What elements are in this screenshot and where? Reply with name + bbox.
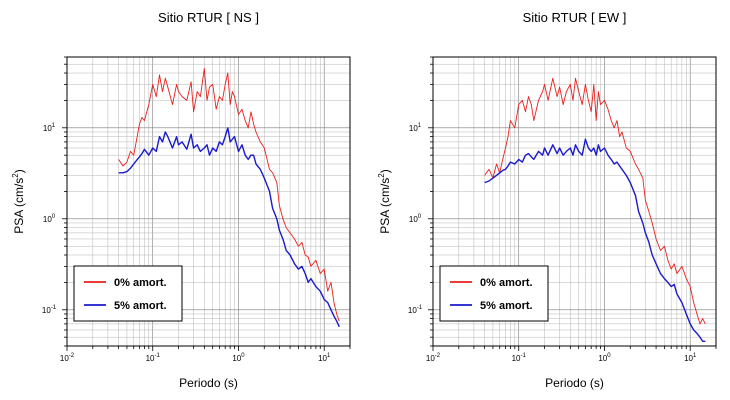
ew-y-tick-label: 100 <box>409 214 422 224</box>
ns-series-line-amort-5 <box>118 127 340 328</box>
ns-grid <box>66 56 351 347</box>
ew-legend-box <box>439 265 549 322</box>
ns-series-line-amort-0 <box>118 67 340 322</box>
ns-x-axis-label: Periodo (s) <box>179 376 238 390</box>
ns-x-tick-label: 100 <box>232 353 245 363</box>
ew-series-line-amort-5 <box>484 138 706 342</box>
ns-y-tick-label: 10-1 <box>42 305 57 315</box>
ew-legend-label: 0% amort. <box>480 277 533 289</box>
ew-chart: Sitio RTUR [ EW ] 10-2 10-1 100 101 10-1 100 10… <box>377 10 717 390</box>
ew-y-axis-label: PSA (cm/s2) <box>377 169 392 233</box>
ew-x-tick-label: 100 <box>598 353 611 363</box>
ns-legend-label: 0% amort. <box>114 277 167 289</box>
ns-x-tick-label: 10-2 <box>60 353 75 363</box>
ew-series-line-amort-0 <box>484 77 706 325</box>
ew-y-tick-label: 101 <box>409 123 422 133</box>
ns-y-tick-label: 100 <box>43 214 56 224</box>
ns-legend-label: 5% amort. <box>114 300 167 312</box>
ew-x-axis-label: Periodo (s) <box>545 376 604 390</box>
ns-x-tick-label: 101 <box>318 353 331 363</box>
ns-plot-frame <box>66 56 351 347</box>
ew-x-tick-label: 10-2 <box>426 353 441 363</box>
ns-chart: Sitio RTUR [ NS ] 10-2 10-1 100 101 10-1 100 10… <box>11 10 351 390</box>
ew-plot-frame <box>432 56 717 347</box>
ew-x-tick-label: 101 <box>684 353 697 363</box>
ns-chart-title: Sitio RTUR [ NS ] <box>158 10 259 25</box>
ns-y-tick-label: 101 <box>43 123 56 133</box>
ns-legend-box <box>73 265 183 322</box>
ew-y-tick-label: 10-1 <box>408 305 423 315</box>
ns-legend: 0% amort. 5% amort. <box>73 265 183 322</box>
ns-x-tick-label: 10-1 <box>146 353 161 363</box>
ew-chart-title: Sitio RTUR [ EW ] <box>523 10 627 25</box>
ns-y-axis-label: PSA (cm/s2) <box>11 169 26 233</box>
ew-legend-label: 5% amort. <box>480 300 533 312</box>
ew-legend: 0% amort. 5% amort. <box>439 265 549 322</box>
ew-x-tick-label: 10-1 <box>512 353 527 363</box>
